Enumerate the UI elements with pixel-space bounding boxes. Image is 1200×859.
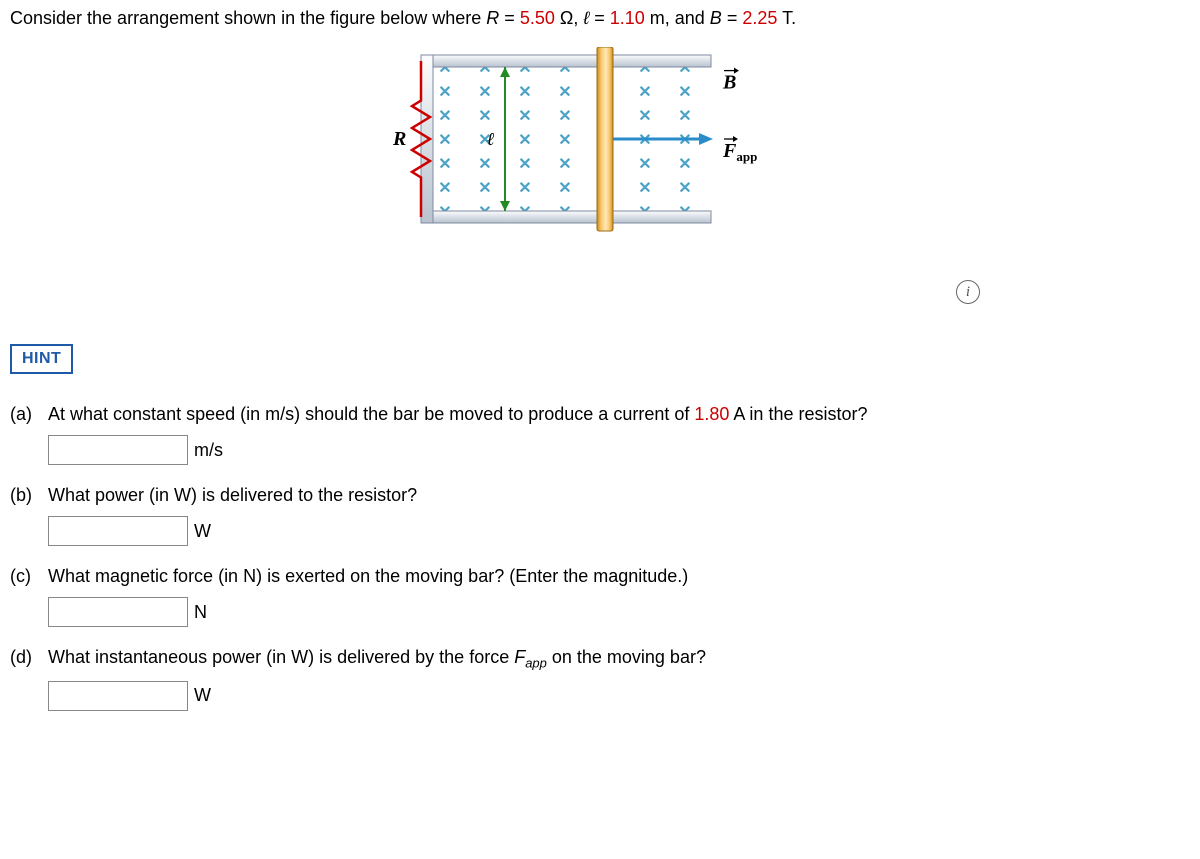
val-B: 2.25 (742, 8, 777, 28)
part-a-answer: m/s (48, 435, 1190, 465)
svg-text:✕: ✕ (518, 84, 531, 101)
part-b-text: What power (in W) is delivered to the re… (48, 485, 1190, 506)
problem-prompt: Consider the arrangement shown in the fi… (10, 8, 1190, 29)
part-d-label: (d) (10, 647, 48, 668)
svg-text:✕: ✕ (478, 108, 491, 125)
svg-text:✕: ✕ (518, 108, 531, 125)
part-a-text: At what constant speed (in m/s) should t… (48, 404, 1190, 425)
svg-text:B: B (722, 72, 736, 94)
sym-B: B (710, 8, 722, 28)
svg-text:ℓ: ℓ (487, 129, 495, 149)
svg-text:✕: ✕ (438, 84, 451, 101)
part-c-text: What magnetic force (in N) is exerted on… (48, 566, 1190, 587)
part-a: (a) At what constant speed (in m/s) shou… (10, 404, 1190, 425)
svg-text:✕: ✕ (438, 180, 451, 197)
part-c-answer: N (48, 597, 1190, 627)
part-a-input[interactable] (48, 435, 188, 465)
part-c-label: (c) (10, 566, 48, 587)
sym-l: ℓ (583, 8, 589, 28)
part-d-input[interactable] (48, 681, 188, 711)
svg-text:✕: ✕ (638, 84, 651, 101)
svg-text:✕: ✕ (678, 180, 691, 197)
svg-text:R: R (392, 128, 406, 150)
part-d-text: What instantaneous power (in W) is deliv… (48, 647, 1190, 671)
part-d: (d) What instantaneous power (in W) is d… (10, 647, 1190, 671)
part-d-unit: W (194, 685, 211, 706)
part-b-unit: W (194, 521, 211, 542)
svg-text:✕: ✕ (558, 132, 571, 149)
sym-R: R (486, 8, 499, 28)
part-b: (b) What power (in W) is delivered to th… (10, 485, 1190, 506)
svg-text:✕: ✕ (678, 108, 691, 125)
part-a-label: (a) (10, 404, 48, 425)
svg-text:✕: ✕ (478, 84, 491, 101)
svg-text:Fapp: Fapp (722, 140, 757, 164)
svg-text:✕: ✕ (678, 156, 691, 173)
part-b-answer: W (48, 516, 1190, 546)
part-d-answer: W (48, 681, 1190, 711)
svg-text:✕: ✕ (558, 156, 571, 173)
svg-text:✕: ✕ (438, 132, 451, 149)
svg-text:✕: ✕ (518, 156, 531, 173)
part-b-input[interactable] (48, 516, 188, 546)
part-a-unit: m/s (194, 440, 223, 461)
svg-text:✕: ✕ (558, 84, 571, 101)
svg-text:✕: ✕ (438, 156, 451, 173)
val-R: 5.50 (520, 8, 555, 28)
svg-text:✕: ✕ (438, 108, 451, 125)
part-c: (c) What magnetic force (in N) is exerte… (10, 566, 1190, 587)
sym-Fapp: Fapp (514, 647, 552, 667)
info-icon[interactable]: i (956, 280, 980, 304)
svg-text:✕: ✕ (638, 156, 651, 173)
svg-text:✕: ✕ (558, 108, 571, 125)
svg-text:✕: ✕ (638, 180, 651, 197)
svg-text:✕: ✕ (478, 180, 491, 197)
svg-text:✕: ✕ (638, 108, 651, 125)
svg-text:✕: ✕ (678, 84, 691, 101)
hint-button[interactable]: HINT (10, 344, 73, 374)
svg-text:✕: ✕ (558, 180, 571, 197)
svg-text:✕: ✕ (518, 132, 531, 149)
part-c-unit: N (194, 602, 207, 623)
svg-text:✕: ✕ (478, 156, 491, 173)
prompt-pre: Consider the arrangement shown in the fi… (10, 8, 486, 28)
part-c-input[interactable] (48, 597, 188, 627)
figure-container: ✕✕✕✕✕✕✕✕✕✕✕✕✕✕✕✕✕✕✕✕✕✕✕✕✕✕✕✕✕✕✕✕✕✕✕✕✕✕✕✕… (10, 47, 1190, 304)
val-l: 1.10 (610, 8, 645, 28)
svg-text:✕: ✕ (518, 180, 531, 197)
val-current: 1.80 (694, 404, 729, 424)
part-b-label: (b) (10, 485, 48, 506)
physics-diagram: ✕✕✕✕✕✕✕✕✕✕✕✕✕✕✕✕✕✕✕✕✕✕✕✕✕✕✕✕✕✕✕✕✕✕✕✕✕✕✕✕… (365, 47, 835, 267)
